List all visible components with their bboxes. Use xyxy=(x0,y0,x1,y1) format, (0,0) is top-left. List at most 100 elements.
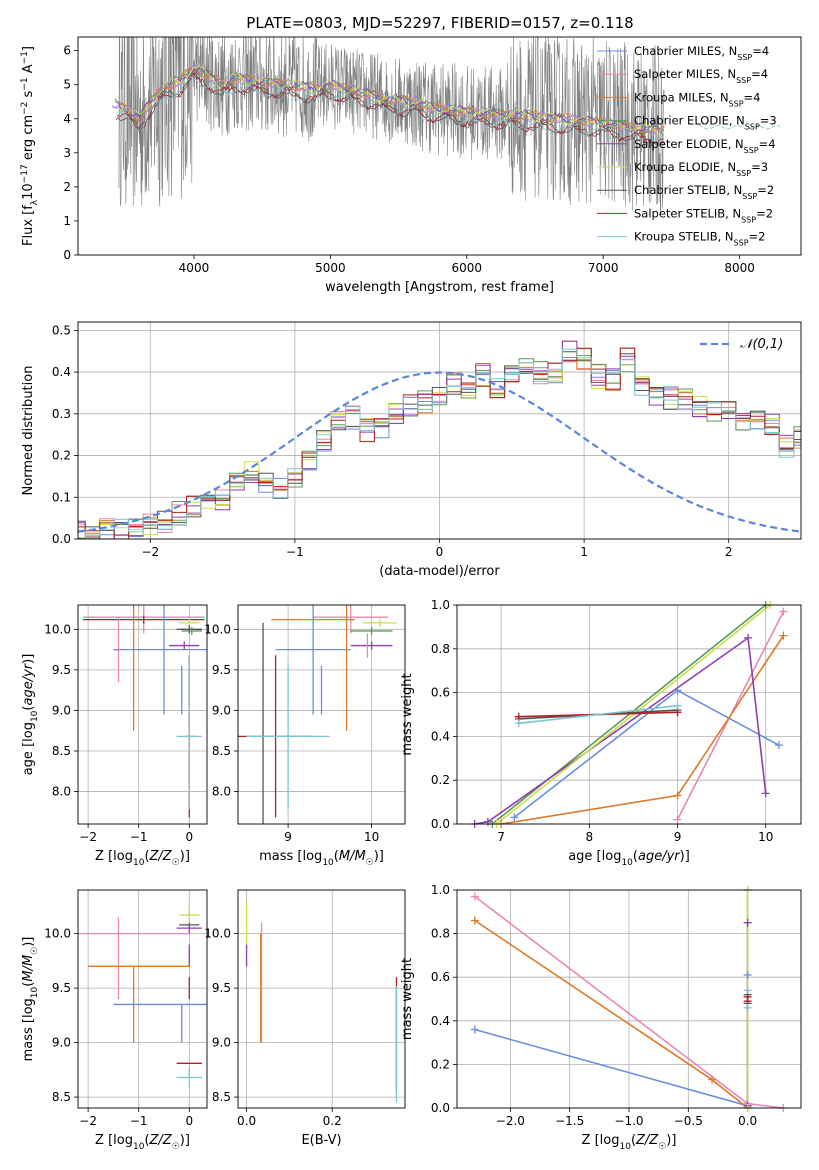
label-part: ☉ xyxy=(172,1142,180,1152)
histogram-step-line xyxy=(78,347,801,539)
y-tick-label: 0.0 xyxy=(431,817,450,831)
data-point-marker xyxy=(673,791,682,800)
label-part: ( xyxy=(631,1133,636,1148)
y-tick-label: 8.5 xyxy=(52,1090,71,1104)
mass-weight-line xyxy=(474,919,749,1108)
label-part: 10 xyxy=(133,1142,145,1152)
x-tick-label: −1.0 xyxy=(614,1114,643,1128)
y-tick-label: 8.5 xyxy=(212,744,231,758)
data-point-marker xyxy=(779,607,788,616)
label-part: )] xyxy=(666,1133,676,1148)
label-part: SSP xyxy=(737,53,752,62)
data-point-marker xyxy=(470,892,479,901)
label-part: SSP xyxy=(734,238,749,247)
x-tick-label: −2 xyxy=(141,545,159,559)
x-tick-label: −2 xyxy=(79,1114,97,1128)
label-part: =2 xyxy=(757,183,774,197)
label-part: SSP xyxy=(742,192,757,201)
y-tick-label: 10.0 xyxy=(44,622,71,636)
y-axis-label: mass [log10(M/M☉)] xyxy=(21,937,40,1062)
residual-histogram-panel: −2 −1 0 1 2 0.0 0.1 0.2 0.3 0.4 0.5 𝒩(0,1) (data-mod… xyxy=(21,321,802,579)
label-part: mass [log xyxy=(21,998,36,1061)
label-part: =4 xyxy=(751,67,768,81)
label-part: Z [log xyxy=(95,1133,133,1148)
y-axis-label: Normed distribution xyxy=(21,366,36,496)
histogram-step-line xyxy=(78,348,801,536)
x-tick-label: 5000 xyxy=(315,261,346,275)
legend-label: Chabrier STELIB, NSSP=2 xyxy=(634,183,774,201)
label-part: )] xyxy=(374,849,384,864)
label-part: ] xyxy=(21,46,36,51)
x-axis-label: (data-model)/error xyxy=(379,564,500,579)
y-tick-label: 0.8 xyxy=(431,927,450,941)
x-tick-label: 0.0 xyxy=(237,1114,256,1128)
mass-weight-line xyxy=(496,605,771,824)
y-axis-label: Flux [fλ10−17 erg cm−2 s−1 A−1] xyxy=(20,46,40,246)
legend-label: 𝒩(0,1) xyxy=(740,337,783,352)
x-axis-label: Z [log10(Z/Z☉)] xyxy=(95,1133,190,1152)
label-part: )] xyxy=(680,849,690,864)
label-part: ( xyxy=(144,849,149,864)
label-part: E(B-V) xyxy=(301,1133,341,1148)
y-tick-label: 0.5 xyxy=(52,323,71,337)
x-tick-label: 0 xyxy=(185,830,193,844)
model-fit-line xyxy=(114,67,664,136)
mass-vs-ebv-panel: 0.0 0.2 8.5 9.0 9.5 10.0 E(B-V) xyxy=(204,889,406,1148)
plot-area xyxy=(238,605,397,824)
x-tick-label: 7000 xyxy=(588,261,619,275)
data-point-marker xyxy=(743,1003,752,1012)
legend-label: Chabrier MILES, NSSP=4 xyxy=(634,44,769,62)
y-tick-label: 8.0 xyxy=(212,785,231,799)
axes-frame xyxy=(456,604,802,825)
x-tick-label: 1 xyxy=(580,545,588,559)
mass-weight-line xyxy=(474,636,767,824)
data-point-marker xyxy=(673,686,682,695)
label-part: 10 xyxy=(30,986,40,998)
y-tick-label: 0.4 xyxy=(431,729,450,743)
label-part: Salpeter STELIB, N xyxy=(634,206,741,220)
label-part: )] xyxy=(180,849,190,864)
x-tick-label: 0.2 xyxy=(323,1114,342,1128)
data-point-marker xyxy=(779,631,788,640)
model-fit-line xyxy=(118,64,665,138)
label-part: wavelength [Angstrom, rest frame] xyxy=(325,280,554,295)
label-part: ☉ xyxy=(366,858,374,868)
plot-area xyxy=(78,901,207,1089)
label-part: ( xyxy=(21,982,36,987)
x-tick-label: −1 xyxy=(286,545,304,559)
label-part: 10 xyxy=(621,858,633,868)
normal-curve xyxy=(78,371,801,533)
histogram-step-line xyxy=(78,348,801,539)
data-point-marker xyxy=(708,1075,717,1084)
label-part: SSP xyxy=(736,76,751,85)
data-point-marker xyxy=(673,701,682,710)
x-tick-label: −1.5 xyxy=(555,1114,584,1128)
x-tick-label: 10 xyxy=(364,830,379,844)
y-tick-label: 5 xyxy=(63,78,71,92)
label-part: mass [log xyxy=(259,849,322,864)
data-point-marker xyxy=(470,1025,479,1034)
x-tick-label: −0.5 xyxy=(674,1114,703,1128)
y-tick-label: 0.8 xyxy=(431,642,450,656)
label-part: ( xyxy=(334,849,339,864)
axes-frame xyxy=(77,321,802,540)
x-tick-label: 7 xyxy=(497,830,505,844)
y-tick-label: 0.0 xyxy=(52,532,71,546)
label-part: )] xyxy=(180,1133,190,1148)
y-tick-label: 0.3 xyxy=(52,407,71,421)
x-tick-label: 10 xyxy=(758,830,773,844)
label-part: Z/Z xyxy=(149,1133,173,1148)
label-part: ☉ xyxy=(658,1142,666,1152)
y-tick-label: 8.5 xyxy=(52,744,71,758)
y-tick-label: 0.6 xyxy=(431,686,450,700)
x-tick-label: 9 xyxy=(284,830,292,844)
legend-label: Salpeter MILES, NSSP=4 xyxy=(634,67,768,85)
axes-frame xyxy=(77,889,208,1109)
x-axis-label: age [log10(age/yr)] xyxy=(568,849,690,868)
x-axis-label: wavelength [Angstrom, rest frame] xyxy=(325,280,554,295)
histogram-step-line xyxy=(78,355,801,539)
x-tick-label: −1 xyxy=(130,830,148,844)
label-part: Normed distribution xyxy=(21,366,36,496)
